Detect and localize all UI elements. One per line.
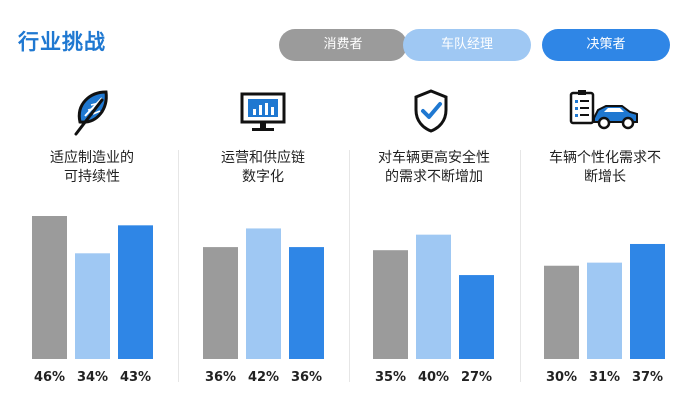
separator <box>178 150 179 382</box>
bar-g1-s1 <box>246 228 281 359</box>
page-title: 行业挑战 <box>18 30 106 54</box>
bar-g1-s0 <box>203 247 238 359</box>
legend-decision-maker[interactable]: 决策者 <box>542 29 670 61</box>
legend-consumer-label: 消费者 <box>323 37 363 52</box>
bar-g0-s0 <box>32 216 67 359</box>
group-title-sustainability: 适应制造业的 可持续性 <box>17 149 167 187</box>
value-label-g0-s0: 46% <box>34 370 65 385</box>
bar-g0-s2 <box>118 225 153 359</box>
group-title-safety: 对车辆更高安全性 的需求不断增加 <box>359 149 509 187</box>
value-label-g1-s0: 36% <box>205 370 236 385</box>
bar-g3-s2 <box>630 243 665 359</box>
group-title-safety-line2: 的需求不断增加 <box>385 169 483 185</box>
legend-consumer[interactable]: 消费者 <box>279 29 407 61</box>
separator <box>520 150 521 382</box>
value-label-g3-s2: 37% <box>632 370 663 385</box>
value-label-g0-s1: 34% <box>77 370 108 385</box>
group-title-personalization-line1: 车辆个性化需求不 <box>549 150 661 166</box>
value-label-g3-s0: 30% <box>546 370 577 385</box>
group-title-sustainability-line1: 适应制造业的 <box>50 150 134 166</box>
value-label-g1-s1: 42% <box>248 370 279 385</box>
group-title-digitalization-line1: 运营和供应链 <box>221 150 305 166</box>
group-title-personalization: 车辆个性化需求不 断增长 <box>530 149 680 187</box>
monitor-chart-icon <box>240 92 286 131</box>
leaf-icon <box>74 90 108 136</box>
group-title-personalization-line2: 断增长 <box>584 169 626 185</box>
value-label-g2-s0: 35% <box>375 370 406 385</box>
value-label-g2-s2: 27% <box>461 370 492 385</box>
checklist-car-icon <box>569 90 638 130</box>
group-title-digitalization-line2: 数字化 <box>242 169 284 185</box>
value-label-g1-s2: 36% <box>291 370 322 385</box>
bar-g2-s1 <box>416 234 451 359</box>
group-title-sustainability-line2: 可持续性 <box>64 169 120 185</box>
value-label-g2-s1: 40% <box>418 370 449 385</box>
value-label-g3-s1: 31% <box>589 370 620 385</box>
legend-fleet-manager-label: 车队经理 <box>440 37 493 52</box>
bar-g1-s2 <box>289 247 324 359</box>
shield-check-icon <box>414 89 448 133</box>
separator <box>349 150 350 382</box>
legend-fleet-manager[interactable]: 车队经理 <box>403 29 531 61</box>
bar-g2-s2 <box>459 275 494 359</box>
group-title-digitalization: 运营和供应链 数字化 <box>188 149 338 187</box>
legend-decision-maker-label: 决策者 <box>586 37 626 52</box>
bar-g3-s1 <box>587 262 622 359</box>
value-label-g0-s2: 43% <box>120 370 151 385</box>
group-title-safety-line1: 对车辆更高安全性 <box>378 150 490 166</box>
bar-g3-s0 <box>544 265 579 359</box>
bar-g2-s0 <box>373 250 408 359</box>
bar-g0-s1 <box>75 253 110 359</box>
